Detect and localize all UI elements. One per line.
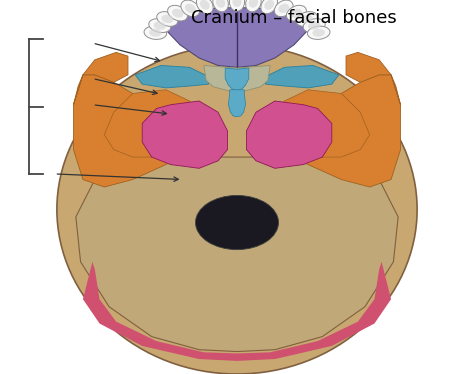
Ellipse shape bbox=[200, 0, 210, 10]
Polygon shape bbox=[246, 101, 332, 168]
Ellipse shape bbox=[149, 19, 171, 33]
Ellipse shape bbox=[216, 0, 225, 8]
Polygon shape bbox=[135, 65, 209, 88]
Ellipse shape bbox=[274, 0, 293, 17]
Polygon shape bbox=[204, 65, 270, 92]
Polygon shape bbox=[265, 65, 339, 88]
Ellipse shape bbox=[196, 0, 213, 14]
Polygon shape bbox=[76, 157, 398, 352]
Polygon shape bbox=[346, 52, 401, 105]
Polygon shape bbox=[104, 90, 209, 157]
Ellipse shape bbox=[246, 0, 261, 12]
Ellipse shape bbox=[185, 4, 196, 13]
Polygon shape bbox=[275, 75, 401, 187]
Ellipse shape bbox=[312, 29, 325, 37]
Ellipse shape bbox=[229, 0, 245, 11]
Ellipse shape bbox=[232, 0, 242, 7]
Ellipse shape bbox=[144, 26, 166, 39]
Polygon shape bbox=[228, 90, 246, 117]
Ellipse shape bbox=[154, 22, 166, 30]
Ellipse shape bbox=[195, 195, 279, 250]
Ellipse shape bbox=[301, 15, 312, 23]
Ellipse shape bbox=[168, 5, 188, 21]
Ellipse shape bbox=[249, 0, 258, 8]
Polygon shape bbox=[265, 90, 370, 157]
Polygon shape bbox=[73, 52, 128, 105]
Ellipse shape bbox=[149, 29, 162, 37]
Ellipse shape bbox=[296, 12, 317, 26]
Polygon shape bbox=[83, 262, 391, 361]
Ellipse shape bbox=[291, 9, 302, 18]
Ellipse shape bbox=[308, 22, 320, 30]
Ellipse shape bbox=[162, 15, 173, 23]
Ellipse shape bbox=[303, 19, 325, 33]
Ellipse shape bbox=[261, 0, 278, 14]
Polygon shape bbox=[164, 7, 310, 67]
Ellipse shape bbox=[213, 0, 228, 12]
Ellipse shape bbox=[264, 0, 274, 10]
Polygon shape bbox=[225, 68, 249, 91]
Polygon shape bbox=[73, 75, 199, 187]
Ellipse shape bbox=[57, 45, 417, 374]
Polygon shape bbox=[142, 101, 228, 168]
Ellipse shape bbox=[172, 9, 183, 18]
Ellipse shape bbox=[308, 26, 330, 39]
Ellipse shape bbox=[278, 4, 289, 13]
Ellipse shape bbox=[157, 12, 178, 26]
Ellipse shape bbox=[286, 5, 306, 21]
Text: Cranium – facial bones: Cranium – facial bones bbox=[191, 9, 397, 27]
Ellipse shape bbox=[181, 0, 200, 17]
